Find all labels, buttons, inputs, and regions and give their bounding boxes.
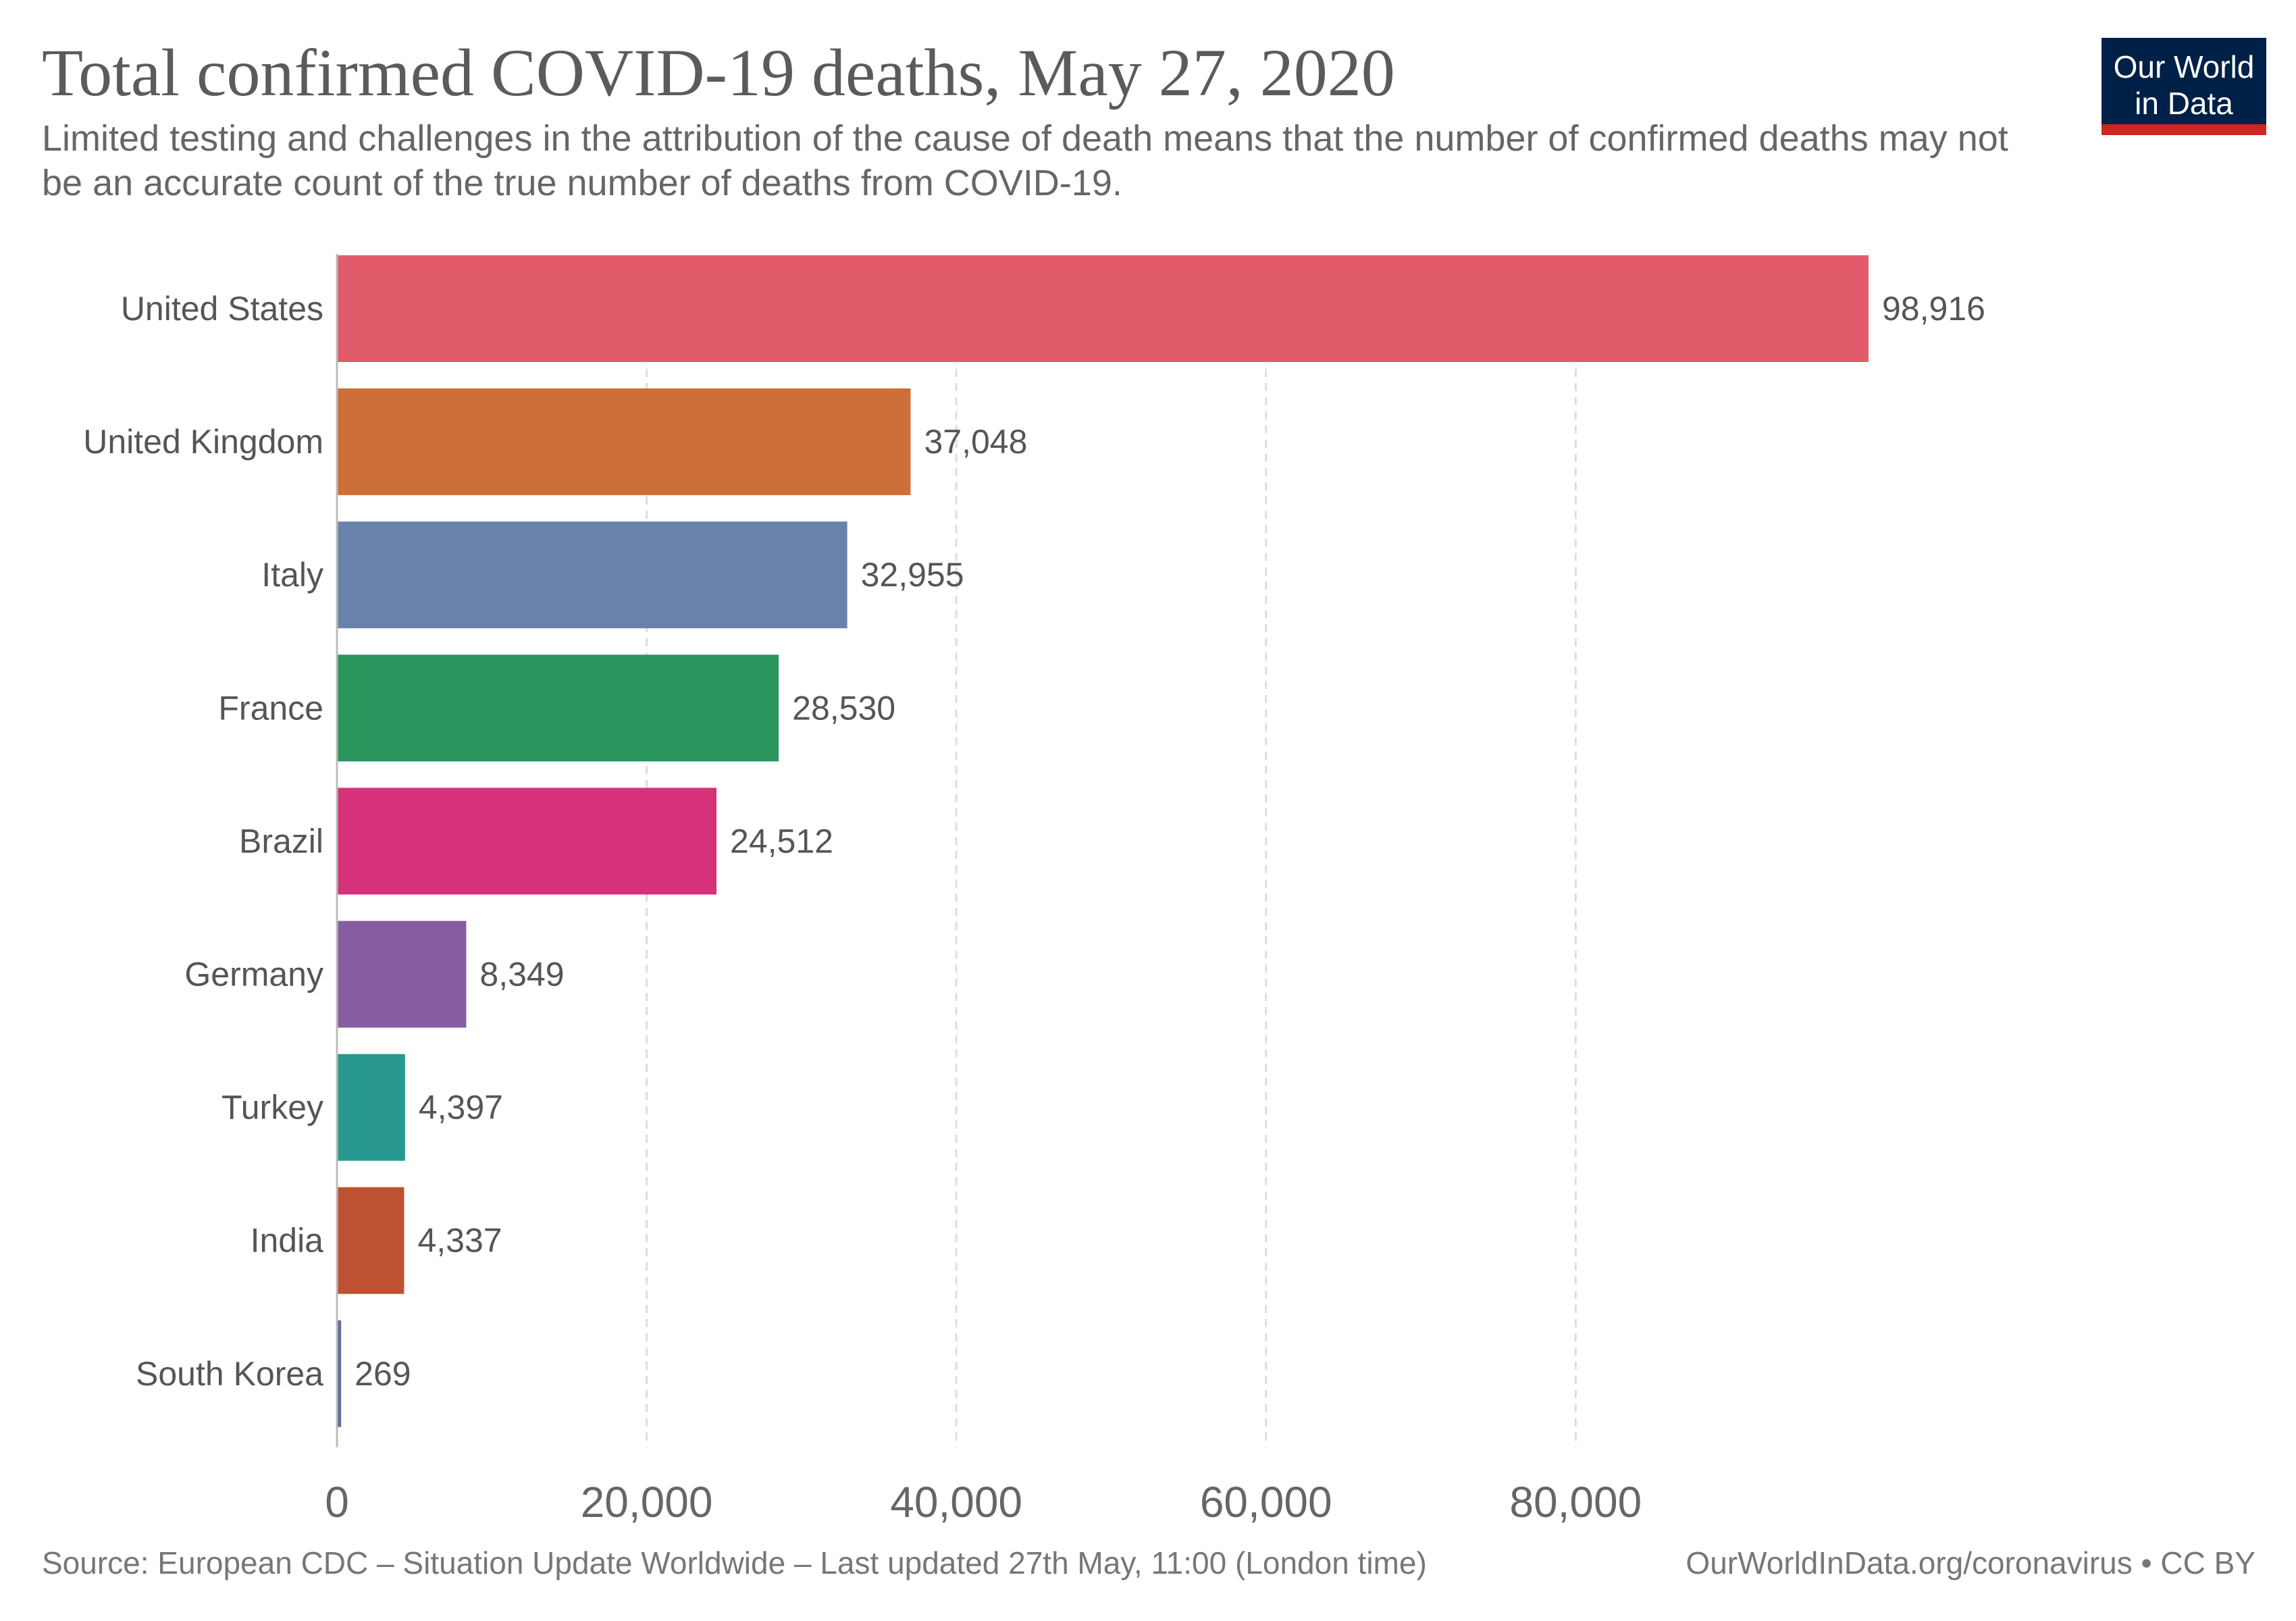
logo-line-1: Our World [2113,49,2255,84]
value-label: 98,916 [1882,290,1985,328]
category-label: Germany [184,956,323,994]
value-label: 24,512 [730,822,833,860]
x-tick-label: 40,000 [890,1478,1022,1526]
bars [337,255,1869,1427]
bar[interactable] [337,388,911,496]
x-tick-labels: 0 20,000 40,000 60,000 80,000 [325,1478,1642,1526]
bar[interactable] [337,1187,405,1294]
attribution-link[interactable]: OurWorldInData.org/coronavirus • CC BY [1686,1545,2255,1580]
category-label: India [251,1222,324,1260]
bar[interactable] [337,921,467,1028]
bar[interactable] [337,1054,405,1161]
category-label: South Korea [136,1355,323,1393]
value-label: 4,337 [417,1222,502,1260]
value-label: 269 [355,1355,411,1393]
owid-logo[interactable]: Our World in Data [2102,38,2266,135]
bar[interactable] [337,654,779,762]
value-label: 28,530 [792,689,895,727]
category-label: France [218,689,323,727]
value-label: 8,349 [479,956,564,994]
value-label: 32,955 [861,556,964,594]
bar[interactable] [337,521,847,629]
category-label: United States [121,290,323,328]
chart-title: Total confirmed COVID-19 deaths, May 27,… [42,35,1395,110]
x-tick-label: 20,000 [581,1478,713,1526]
value-label: 4,397 [419,1089,503,1127]
x-tick-label: 60,000 [1200,1478,1332,1526]
category-label: Italy [261,556,323,594]
bar[interactable] [337,788,717,895]
value-label: 37,048 [924,423,1027,461]
category-label: Brazil [239,822,323,860]
x-tick-label: 80,000 [1509,1478,1642,1526]
category-label: United Kingdom [83,423,323,461]
category-labels: United States United Kingdom Italy France Br… [83,290,323,1393]
x-tick-label: 0 [325,1478,349,1526]
chart-subtitle: Limited testing and challenges in the at… [42,118,2008,203]
value-labels: 98,916 37,048 32,955 28,530 24,512 8,349 4,397… [355,290,1985,1393]
category-label: Turkey [221,1089,323,1127]
source-note: Source: European CDC – Situation Update … [42,1545,1427,1580]
bar[interactable] [337,255,1869,362]
bar[interactable] [337,1320,342,1427]
logo-line-2: in Data [2135,86,2233,121]
